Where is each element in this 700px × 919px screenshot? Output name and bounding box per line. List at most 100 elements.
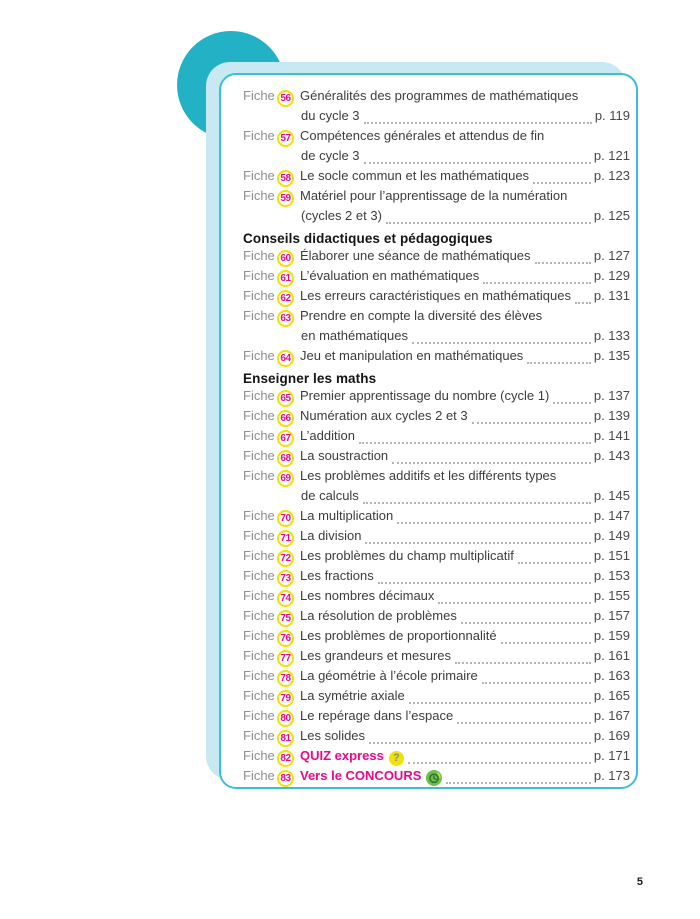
dotted-leader xyxy=(527,362,591,364)
entry-title: Les fractions xyxy=(300,568,374,583)
entry-title: La division xyxy=(300,528,362,543)
dotted-leader xyxy=(517,562,591,564)
toc-entry: Fiche 62 Les erreurs caractéristiques en m… xyxy=(243,288,630,308)
page-reference: p. 171 xyxy=(593,748,630,763)
dotted-leader xyxy=(455,662,591,664)
page-reference: p. 119 xyxy=(594,108,630,123)
toc-entry-continuation: en mathématiques p. 133 xyxy=(243,328,630,348)
fiche-number-badge: 71 xyxy=(277,529,294,547)
toc-box: Fiche 56 Généralités des programmes de mat… xyxy=(219,73,638,789)
dotted-leader xyxy=(438,602,591,604)
dotted-leader xyxy=(446,782,591,784)
toc-entry: Fiche 70 La multiplication p. 147 xyxy=(243,508,630,528)
page-reference: p. 127 xyxy=(593,248,630,263)
fiche-label: Fiche xyxy=(243,88,275,103)
entry-title: Les problèmes additifs et les différents… xyxy=(300,468,557,483)
fiche-label: Fiche xyxy=(243,608,275,623)
toc-entry: Fiche 69 Les problèmes additifs et les dif… xyxy=(243,468,630,488)
page-reference: p. 173 xyxy=(593,768,630,783)
dotted-leader xyxy=(363,122,592,124)
entry-title: L’addition xyxy=(300,428,355,443)
entry-title: Matériel pour l’apprentissage de la numé… xyxy=(300,188,568,203)
fiche-label: Fiche xyxy=(243,388,275,403)
toc-entry: Fiche 78 La géométrie à l’école primaire p.… xyxy=(243,668,630,688)
toc-entry: Fiche 67 L’addition p. 141 xyxy=(243,428,630,448)
entry-title: Les solides xyxy=(300,728,366,743)
toc-entry: Fiche 75 La résolution de problèmes p. 157 xyxy=(243,608,630,628)
fiche-label: Fiche xyxy=(243,648,275,663)
fiche-number-badge: 82 xyxy=(277,749,294,767)
entry-title-continued: (cycles 2 et 3) xyxy=(301,208,382,223)
toc-entry: Fiche 64 Jeu et manipulation en mathématiq… xyxy=(243,348,630,368)
page-reference: p. 163 xyxy=(593,668,630,683)
entry-title-continued: de calculs xyxy=(301,488,359,503)
toc-entry: Fiche 61 L’évaluation en mathématiques p. 1… xyxy=(243,268,630,288)
page-reference: p. 153 xyxy=(593,568,630,583)
dotted-leader xyxy=(408,702,591,704)
fiche-number-badge: 79 xyxy=(277,689,294,707)
page-reference: p. 161 xyxy=(593,648,630,663)
section-header: Enseigner les maths xyxy=(243,370,377,386)
fiche-number-badge: 77 xyxy=(277,649,294,667)
fiche-label: Fiche xyxy=(243,308,275,323)
page-reference: p. 131 xyxy=(593,288,630,303)
fiche-label: Fiche xyxy=(243,268,275,283)
toc-entry: Fiche 82 QUIZ express? p. 171 xyxy=(243,748,630,768)
fiche-number-badge: 78 xyxy=(277,669,294,687)
dotted-leader xyxy=(407,762,591,764)
dotted-leader xyxy=(369,742,591,744)
toc-entry: Fiche 65 Premier apprentissage du nombre (… xyxy=(243,388,630,408)
fiche-label: Fiche xyxy=(243,768,275,783)
page-reference: p. 167 xyxy=(593,708,630,723)
toc-entry: Fiche 80 Le repérage dans l’espace p. 167 xyxy=(243,708,630,728)
page-reference: p. 169 xyxy=(593,728,630,743)
toc-entry: Fiche 81 Les solides p. 169 xyxy=(243,728,630,748)
entry-title-continued: de cycle 3 xyxy=(301,148,360,163)
fiche-number-badge: 83 xyxy=(277,769,294,787)
fiche-number-badge: 80 xyxy=(277,709,294,727)
fiche-number-badge: 68 xyxy=(277,449,294,467)
page-reference: p. 145 xyxy=(593,488,630,503)
fiche-number-badge: 74 xyxy=(277,589,294,607)
entry-title: Le repérage dans l’espace xyxy=(300,708,454,723)
entry-title: Généralités des programmes de mathématiq… xyxy=(300,88,579,103)
page-reference: p. 151 xyxy=(593,548,630,563)
fiche-number-badge: 70 xyxy=(277,509,294,527)
toc-entry: Fiche 59 Matériel pour l’apprentissage de … xyxy=(243,188,630,208)
entry-title: Les erreurs caractéristiques en mathémat… xyxy=(300,288,571,303)
fiche-label: Fiche xyxy=(243,588,275,603)
fiche-number-badge: 56 xyxy=(277,89,294,107)
fiche-number-badge: 63 xyxy=(277,309,294,327)
toc-entry-continuation: de cycle 3 p. 121 xyxy=(243,148,630,168)
fiche-number-badge: 66 xyxy=(277,409,294,427)
dotted-leader xyxy=(483,282,591,284)
entry-title: La résolution de problèmes xyxy=(300,608,457,623)
entry-title: La symétrie axiale xyxy=(300,688,405,703)
toc-entry-continuation: de calculs p. 145 xyxy=(243,488,630,508)
dotted-leader xyxy=(411,342,591,344)
fiche-label: Fiche xyxy=(243,168,275,183)
dotted-leader xyxy=(471,422,591,424)
entry-title: Prendre en compte la diversité des élève… xyxy=(300,308,543,323)
dotted-leader xyxy=(397,522,591,524)
fiche-label: Fiche xyxy=(243,448,275,463)
fiche-label: Fiche xyxy=(243,628,275,643)
dotted-leader xyxy=(457,722,591,724)
toc-entry: Fiche 71 La division p. 149 xyxy=(243,528,630,548)
toc-entry: Fiche 56 Généralités des programmes de mat… xyxy=(243,88,630,108)
fiche-label: Fiche xyxy=(243,248,275,263)
fiche-label: Fiche xyxy=(243,348,275,363)
fiche-number-badge: 69 xyxy=(277,469,294,487)
dotted-leader xyxy=(358,442,591,444)
page-reference: p. 157 xyxy=(593,608,630,623)
fiche-number-badge: 67 xyxy=(277,429,294,447)
page-reference: p. 155 xyxy=(593,588,630,603)
entry-title: Élaborer une séance de mathématiques xyxy=(300,248,531,263)
entry-title: Le socle commun et les mathématiques xyxy=(300,168,530,183)
page-reference: p. 129 xyxy=(593,268,630,283)
page-reference: p. 159 xyxy=(593,628,630,643)
fiche-label: Fiche xyxy=(243,468,275,483)
entry-title: Compétences générales et attendus de fin xyxy=(300,128,545,143)
dotted-leader xyxy=(533,182,591,184)
fiche-label: Fiche xyxy=(243,528,275,543)
